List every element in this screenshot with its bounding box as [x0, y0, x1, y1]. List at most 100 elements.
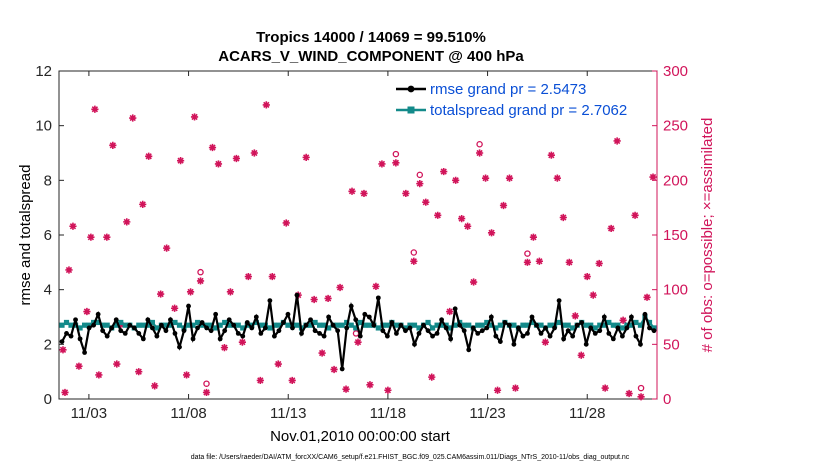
obs-assimilated-point	[113, 360, 121, 368]
rmse-point	[570, 333, 576, 339]
rmse-point	[389, 320, 395, 325]
totalspread-point	[416, 325, 422, 331]
totalspread-point	[276, 322, 282, 328]
totalspread-point	[610, 322, 616, 328]
rmse-point	[452, 306, 458, 312]
obs-assimilated-point	[434, 211, 442, 219]
totalspread-point	[592, 325, 598, 331]
obs-assimilated-point	[109, 141, 117, 149]
rmse-point	[77, 336, 83, 342]
obs-assimilated-point	[589, 291, 597, 299]
obs-possible-point	[416, 171, 424, 179]
rmse-point	[159, 322, 164, 328]
totalspread-point	[176, 322, 183, 328]
legend-rmse-label: rmse grand pr = 2.5473	[430, 81, 586, 98]
totalspread-point	[402, 325, 409, 331]
totalspread-point	[488, 322, 494, 328]
obs-assimilated-point	[139, 200, 147, 208]
totalspread-point	[362, 322, 368, 328]
totalspread-point	[95, 319, 101, 326]
totalspread-point	[443, 322, 449, 328]
rmse-point	[276, 328, 282, 334]
footer-data-file: data file: /Users/raeder/DAI/ATM_forcXX/…	[191, 454, 630, 461]
totalspread-point	[637, 322, 644, 328]
totalspread-point	[267, 325, 273, 331]
rmse-point	[122, 331, 128, 336]
left-axis-ticks: 0 2 4 6 8 10 12	[35, 63, 64, 408]
totalspread-point	[163, 322, 169, 328]
totalspread-point	[556, 319, 562, 326]
rmse-point	[344, 325, 350, 331]
x-tick-label: 11/03	[71, 405, 107, 422]
obs-assimilated-point	[103, 233, 111, 241]
obs-assimilated-point	[348, 187, 356, 195]
totalspread-point	[217, 322, 223, 328]
obs-assimilated-point	[226, 288, 235, 296]
totalspread-point	[538, 322, 544, 328]
rmse-point	[371, 322, 377, 328]
obs-assimilated-point	[446, 307, 454, 316]
totalspread-point	[63, 319, 70, 326]
obs-assimilated-point	[481, 174, 490, 182]
rmse-point	[258, 331, 264, 336]
obs-assimilated-point	[637, 393, 645, 401]
rmse-point	[73, 317, 78, 323]
totalspread-point	[651, 325, 657, 331]
obs-assimilated-point	[220, 344, 229, 352]
x-axis-ticks: 11/03 11/08 11/13 11/18 11/23 11/28	[71, 71, 605, 422]
rmse-point	[629, 314, 634, 320]
obs-assimilated-point	[470, 278, 478, 286]
totalspread-point	[222, 319, 228, 326]
totalspread-point	[393, 322, 400, 328]
rmse-point	[177, 344, 182, 350]
rmse-point	[606, 331, 612, 336]
rmse-point	[308, 317, 313, 323]
rmse-point	[299, 331, 304, 336]
rmse-point	[552, 325, 557, 331]
y-right-tick-label: 50	[663, 336, 680, 353]
obs-assimilated-point	[607, 224, 615, 233]
y-right-tick-label: 200	[663, 172, 688, 189]
rmse-point	[547, 333, 553, 339]
obs-assimilated-point	[214, 160, 223, 168]
totalspread-point	[407, 322, 413, 328]
rmse-point	[466, 347, 472, 353]
obs-assimilated-point	[324, 294, 332, 303]
totalspread-point	[375, 325, 381, 331]
obs-possible-point	[637, 384, 645, 392]
totalspread-point	[104, 322, 110, 328]
rmse-point	[588, 325, 594, 331]
rmse-point	[82, 350, 87, 355]
totalspread-point	[172, 319, 178, 326]
rmse-point	[168, 317, 173, 323]
obs-possible-point	[524, 250, 531, 257]
totalspread-point	[561, 322, 567, 328]
legend-box	[392, 78, 654, 122]
rmse-point	[506, 322, 512, 328]
obs-assimilated-point	[577, 351, 585, 359]
obs-assimilated-point	[75, 362, 83, 370]
totalspread-point	[326, 325, 332, 331]
x-tick-label: 11/23	[469, 405, 505, 422]
obs-assimilated-point	[176, 157, 185, 165]
rmse-point	[348, 303, 354, 309]
rmse-point	[470, 325, 476, 331]
totalspread-point	[461, 322, 467, 328]
obs-assimilated-point	[202, 388, 211, 397]
obs-assimilated-point	[250, 149, 258, 157]
obs-assimilated-point	[123, 218, 131, 226]
obs-assimilated-point	[458, 215, 466, 223]
rmse-point	[574, 322, 580, 328]
totalspread-point	[524, 322, 531, 328]
rmse-point	[181, 328, 187, 334]
obs-assimilated-point	[559, 213, 567, 222]
totalspread-point	[226, 322, 232, 328]
totalspread-point	[316, 322, 323, 328]
totalspread-point	[411, 322, 418, 328]
chart-subtitle: ACARS_V_WIND_COMPONENT @ 400 hPa	[218, 48, 524, 65]
obs-count-markers	[59, 101, 657, 401]
rmse-point	[303, 322, 309, 328]
totalspread-point	[583, 322, 589, 328]
obs-assimilated-point	[190, 113, 199, 121]
obs-assimilated-point	[163, 244, 171, 252]
